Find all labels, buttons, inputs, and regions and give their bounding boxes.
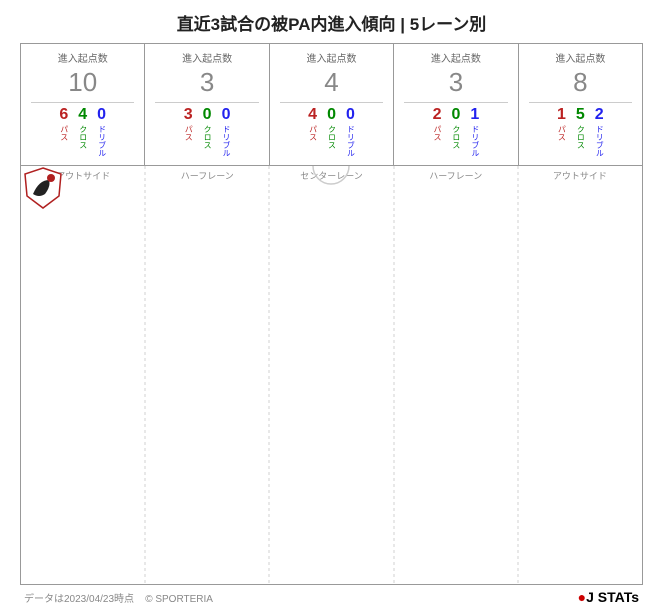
pitch-svg [21,166,642,586]
lane-stat-3: 進入起点数 3 2パス 0クロス 1ドリブル [394,44,518,165]
stat-breakdown: 4パス 0クロス 0ドリブル [272,107,391,157]
lane-stat-1: 進入起点数 3 3パス 0クロス 0ドリブル [145,44,269,165]
brand-dot-icon: ● [578,589,586,605]
brand-text: J STATs [586,589,639,605]
stat-label: 進入起点数 [521,50,640,65]
stat-label: 進入起点数 [272,50,391,65]
chart-container: 直近3試合の被PA内進入傾向 | 5レーン別 進入起点数 10 6パス 4クロス 0ドリ… [0,0,663,611]
stat-label: 進入起点数 [23,50,142,65]
stat-total: 3 [404,67,507,103]
stat-total: 8 [529,67,632,103]
pass-count: 2パス [433,107,442,157]
lane-stat-0: 進入起点数 10 6パス 4クロス 0ドリブル [21,44,145,165]
dribble-count: 0ドリブル [222,107,231,157]
lane-stat-2: 進入起点数 4 4パス 0クロス 0ドリブル [270,44,394,165]
dribble-count: 2ドリブル [595,107,604,157]
dribble-count: 0ドリブル [346,107,355,157]
footer: データは2023/04/23時点 © SPORTERIA ●J STATs [0,589,663,605]
stat-total: 10 [31,67,134,103]
stat-total: 4 [280,67,383,103]
pass-count: 4パス [308,107,317,157]
lane-stats-row: 進入起点数106パス4クロス0ドリブル進入起点数33パス0クロス0ドリブル進入起… [20,43,643,165]
stat-label: 進入起点数 [396,50,515,65]
dribble-count: 0ドリブル [97,107,106,157]
cross-count: 0クロス [327,107,336,157]
cross-count: 5クロス [576,107,585,157]
pass-count: 6パス [59,107,68,157]
stat-breakdown: 2パス 0クロス 1ドリブル [396,107,515,157]
cross-count: 4クロス [78,107,87,157]
chart-title: 直近3試合の被PA内進入傾向 | 5レーン別 [0,0,663,43]
pitch-area: アウトサイドハーフレーンセンターレーンハーフレーンアウトサイド [20,165,643,585]
stat-total: 3 [155,67,258,103]
pass-count: 3パス [184,107,193,157]
cross-count: 0クロス [203,107,212,157]
lane-stat-4: 進入起点数 8 1パス 5クロス 2ドリブル [519,44,642,165]
footer-left: データは2023/04/23時点 © SPORTERIA [24,590,213,605]
brand-logo: ●J STATs [578,589,639,605]
copyright: © SPORTERIA [145,594,213,605]
cross-count: 0クロス [451,107,460,157]
pass-count: 1パス [557,107,566,157]
stat-breakdown: 1パス 5クロス 2ドリブル [521,107,640,157]
team-logo [21,166,65,210]
data-note: データは2023/04/23時点 [24,594,134,605]
stat-breakdown: 6パス 4クロス 0ドリブル [23,107,142,157]
dribble-count: 1ドリブル [470,107,479,157]
stat-breakdown: 3パス 0クロス 0ドリブル [147,107,266,157]
stat-label: 進入起点数 [147,50,266,65]
